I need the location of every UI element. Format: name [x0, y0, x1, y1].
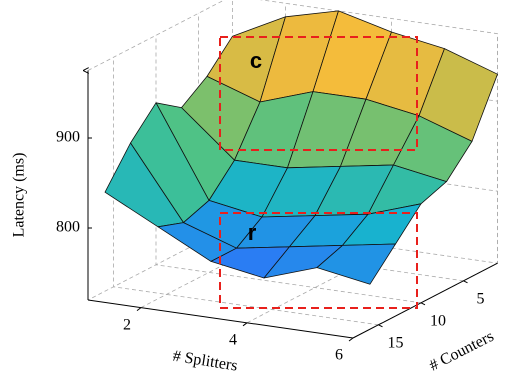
z-axis-label: Latency (ms): [11, 153, 28, 238]
y-axis-label: # Counters: [427, 328, 497, 375]
y-tick-label: 10: [430, 312, 446, 329]
annotation: c: [250, 48, 262, 73]
x-tick-label: 2: [123, 316, 131, 333]
x-tick: [348, 337, 354, 342]
surface-face: [316, 243, 396, 285]
grid-line: [113, 57, 379, 326]
z-tick-label: 900: [56, 129, 80, 146]
y-tick-label: 5: [477, 290, 485, 307]
wall-edge: [87, 224, 233, 301]
x-axis-label: # Splitters: [172, 348, 239, 375]
annotation: r: [248, 220, 257, 245]
y-axis: [352, 262, 498, 339]
y-tick-label: 15: [388, 334, 404, 351]
y-tick: [420, 302, 426, 306]
x-tick: [242, 322, 248, 327]
z-tick-label: 800: [56, 219, 80, 236]
annotation-box: [219, 212, 418, 309]
y-tick: [378, 324, 383, 328]
x-tick-label: 4: [229, 331, 237, 348]
x-tick-label: 6: [335, 347, 343, 364]
y-tick: [463, 280, 468, 284]
x-tick: [136, 307, 142, 312]
axes: 2 4 6 5 10 15 800 900: [56, 71, 498, 364]
x-axis: [87, 299, 354, 339]
annotation-box: [219, 36, 418, 151]
surface: [104, 10, 498, 285]
